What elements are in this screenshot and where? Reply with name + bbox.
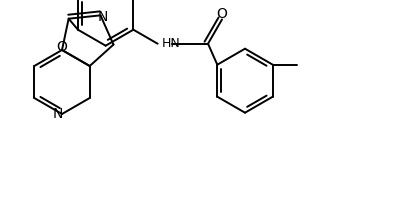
Text: O: O: [217, 8, 227, 22]
Text: N: N: [53, 107, 63, 121]
Text: O: O: [56, 40, 67, 54]
Text: N: N: [97, 10, 108, 24]
Text: HN: HN: [162, 37, 180, 50]
